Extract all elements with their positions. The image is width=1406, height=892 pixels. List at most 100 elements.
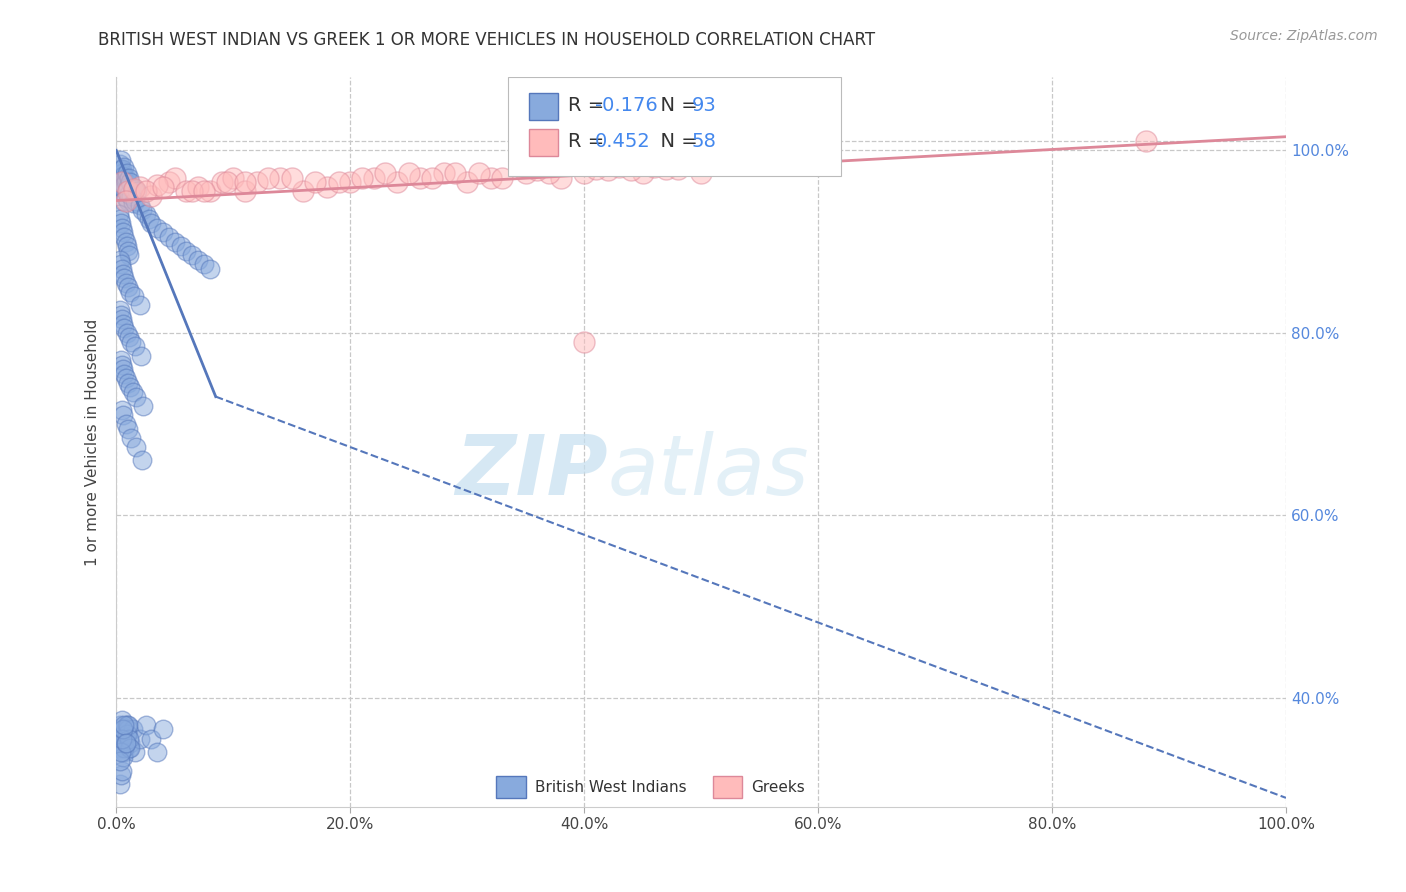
FancyBboxPatch shape	[529, 93, 558, 120]
Point	[111, 358, 134, 372]
Point	[479, 170, 502, 185]
Point	[292, 185, 315, 199]
Point	[128, 731, 150, 746]
Text: -0.176: -0.176	[595, 96, 658, 115]
Point	[108, 175, 131, 189]
Point	[114, 718, 136, 732]
Point	[110, 153, 132, 167]
Point	[631, 166, 654, 180]
Point	[108, 157, 131, 171]
Point	[111, 731, 134, 746]
Point	[115, 166, 138, 180]
Point	[111, 175, 134, 189]
Point	[211, 175, 233, 189]
Point	[107, 207, 129, 221]
Point	[124, 339, 146, 353]
Point	[117, 376, 139, 390]
Text: N =: N =	[648, 132, 704, 151]
Point	[118, 170, 141, 185]
Point	[456, 175, 478, 189]
Point	[643, 160, 665, 174]
Point	[118, 740, 141, 755]
Point	[169, 239, 191, 253]
Point	[125, 390, 148, 404]
Point	[120, 736, 142, 750]
Point	[110, 216, 132, 230]
Point	[114, 736, 136, 750]
Point	[117, 179, 139, 194]
Point	[315, 179, 337, 194]
Text: BRITISH WEST INDIAN VS GREEK 1 OR MORE VEHICLES IN HOUSEHOLD CORRELATION CHART: BRITISH WEST INDIAN VS GREEK 1 OR MORE V…	[98, 31, 876, 49]
Text: R =: R =	[568, 132, 610, 151]
Point	[193, 257, 215, 271]
Point	[409, 170, 432, 185]
Point	[157, 175, 180, 189]
Point	[114, 276, 136, 290]
Point	[114, 191, 136, 205]
Point	[491, 170, 513, 185]
Point	[112, 172, 135, 186]
Point	[112, 194, 135, 208]
Point	[111, 262, 134, 277]
Point	[187, 252, 209, 267]
Point	[114, 740, 136, 755]
Point	[108, 718, 131, 732]
Point	[108, 755, 131, 769]
Point	[108, 252, 131, 267]
Point	[128, 298, 150, 312]
Point	[112, 723, 135, 737]
Point	[146, 745, 169, 759]
Point	[112, 317, 135, 331]
Point	[193, 185, 215, 199]
Point	[572, 334, 595, 349]
Point	[110, 308, 132, 322]
Y-axis label: 1 or more Vehicles in Household: 1 or more Vehicles in Household	[86, 318, 100, 566]
Point	[127, 185, 149, 199]
Point	[328, 175, 350, 189]
Point	[176, 185, 198, 199]
Point	[107, 731, 129, 746]
Point	[134, 718, 156, 732]
FancyBboxPatch shape	[529, 128, 558, 155]
Point	[110, 257, 132, 271]
Point	[163, 170, 186, 185]
Point	[114, 736, 136, 750]
Point	[112, 362, 135, 376]
Point	[114, 271, 136, 285]
Point	[596, 163, 619, 178]
Point	[181, 185, 204, 199]
Point	[117, 244, 139, 258]
Point	[363, 170, 385, 185]
Point	[128, 179, 150, 194]
Point	[114, 194, 136, 208]
Point	[157, 230, 180, 244]
Point	[121, 385, 143, 400]
Point	[115, 727, 138, 741]
Point	[257, 170, 280, 185]
Text: 58: 58	[692, 132, 717, 151]
Point	[655, 161, 678, 176]
Point	[572, 166, 595, 180]
Point	[118, 248, 141, 262]
Point	[280, 170, 302, 185]
Point	[1135, 134, 1157, 148]
Point	[112, 226, 135, 240]
Point	[398, 166, 420, 180]
Point	[111, 312, 134, 326]
Point	[138, 211, 160, 226]
Point	[110, 727, 132, 741]
Point	[117, 723, 139, 737]
Point	[304, 175, 326, 189]
Point	[115, 239, 138, 253]
Point	[134, 185, 156, 199]
Point	[118, 731, 141, 746]
Point	[112, 408, 135, 422]
Point	[117, 194, 139, 208]
Point	[114, 170, 136, 185]
Point	[110, 768, 132, 782]
Point	[111, 764, 134, 778]
Point	[118, 330, 141, 344]
Point	[114, 731, 136, 746]
Text: N =: N =	[648, 96, 704, 115]
Point	[120, 380, 142, 394]
